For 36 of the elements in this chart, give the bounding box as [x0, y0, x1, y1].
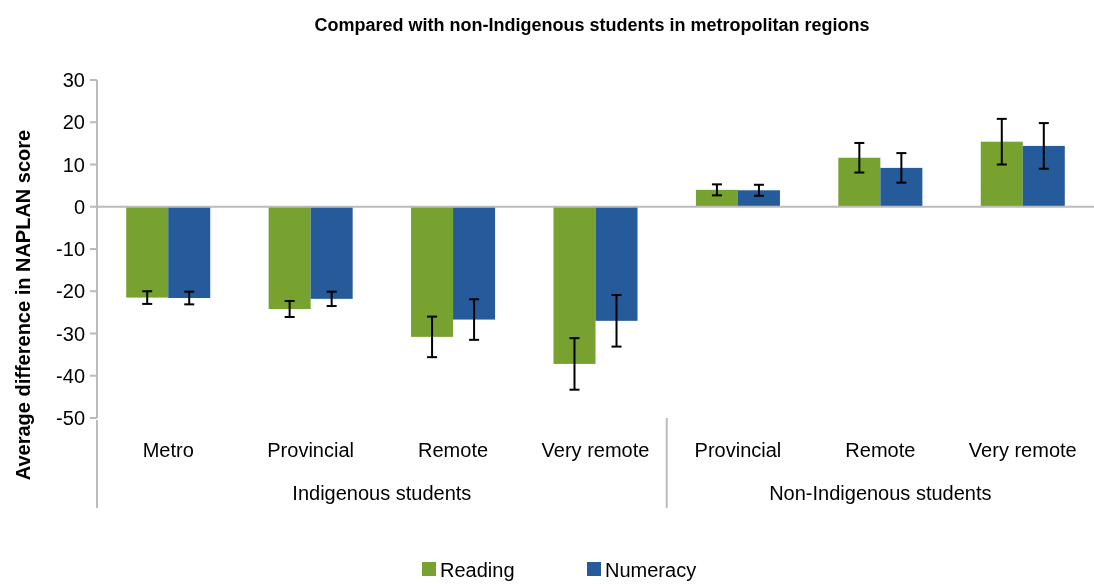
y-tick-label: -20	[56, 280, 85, 303]
y-tick-label: 20	[62, 111, 85, 134]
bar	[880, 167, 923, 207]
x-tick-label: Remote	[418, 439, 489, 461]
bar	[453, 206, 496, 320]
x-tick-label: Very remote	[968, 439, 1077, 461]
y-tick-label: -10	[56, 238, 85, 260]
bar	[310, 206, 353, 299]
x-tick-label: Remote	[845, 439, 916, 461]
y-axis-title: Average difference in NAPLAN score	[12, 129, 34, 481]
y-tick-label: 30	[62, 69, 85, 91]
bar	[553, 206, 596, 364]
bar	[695, 189, 738, 207]
x-tick-label: Provincial	[267, 439, 354, 461]
legend-label: Reading	[440, 559, 515, 581]
bar	[1022, 145, 1065, 207]
x-tick-label: Metro	[142, 439, 194, 461]
y-tick-label: -30	[56, 322, 85, 345]
bar	[168, 206, 211, 299]
text: Indigenous students	[292, 482, 472, 504]
text: Non-Indigenous students	[769, 482, 992, 504]
bar	[838, 157, 881, 207]
y-tick-label: -50	[56, 407, 85, 429]
y-tick-label: -40	[56, 364, 85, 387]
legend-label: Numeracy	[605, 559, 697, 581]
chart-title: Compared with non-Indigenous students in metropolitan regions	[314, 15, 870, 35]
bar	[411, 206, 454, 337]
bar	[268, 206, 311, 309]
x-tick-label: Very remote	[541, 439, 650, 461]
bar	[980, 141, 1023, 207]
bar	[737, 190, 780, 207]
bar	[126, 206, 169, 298]
x-tick-label: Provincial	[694, 439, 782, 461]
y-tick-label: 10	[62, 153, 85, 176]
bar	[595, 206, 638, 321]
y-tick-label: 0	[73, 195, 85, 218]
